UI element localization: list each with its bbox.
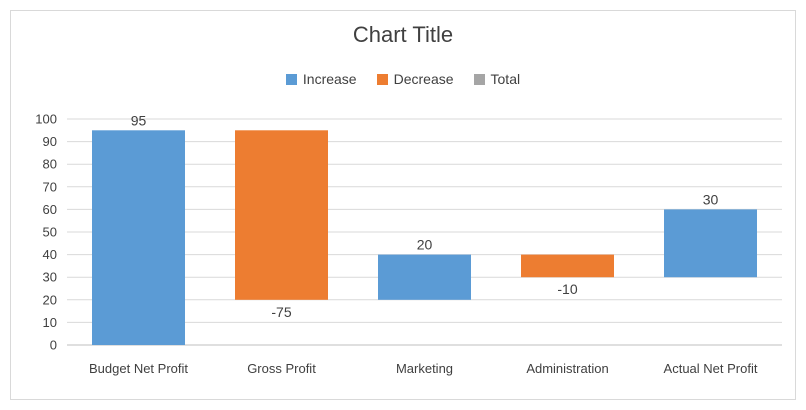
y-tick-label: 10	[43, 315, 57, 330]
data-label: -10	[557, 281, 577, 297]
y-tick-label: 0	[50, 338, 57, 353]
legend-swatch-total	[473, 73, 485, 85]
x-tick-label: Actual Net Profit	[664, 361, 758, 376]
x-tick-label: Marketing	[396, 361, 453, 376]
bar-increase	[664, 209, 757, 278]
legend-swatch-increase	[285, 73, 297, 85]
legend-swatch-decrease	[376, 73, 388, 85]
data-label: 20	[417, 237, 433, 253]
x-tick-label: Gross Profit	[247, 361, 316, 376]
bar-decrease	[521, 254, 614, 278]
legend: Increase Decrease Total	[0, 71, 806, 87]
data-label: -75	[271, 304, 291, 320]
bar-increase	[378, 254, 471, 300]
x-tick-label: Budget Net Profit	[89, 361, 188, 376]
legend-label-decrease: Decrease	[393, 71, 454, 87]
legend-item-increase: Increase	[285, 71, 357, 87]
y-tick-label: 60	[43, 202, 57, 217]
legend-item-decrease: Decrease	[376, 71, 454, 87]
legend-label-total: Total	[490, 71, 521, 87]
chart-title: Chart Title	[352, 22, 454, 47]
data-label: 95	[131, 112, 147, 128]
data-label: 30	[703, 191, 719, 207]
y-tick-label: 50	[43, 225, 57, 240]
y-tick-label: 20	[43, 292, 57, 307]
bar-increase	[92, 130, 185, 345]
y-tick-label: 100	[35, 112, 57, 127]
legend-label-increase: Increase	[302, 71, 357, 87]
legend-item-total: Total	[473, 71, 521, 87]
y-tick-label: 90	[43, 134, 57, 149]
y-tick-label: 40	[43, 247, 57, 262]
x-tick-label: Administration	[526, 361, 608, 376]
y-tick-label: 80	[43, 157, 57, 172]
bar-decrease	[235, 130, 328, 300]
y-tick-label: 70	[43, 179, 57, 194]
y-tick-label: 30	[43, 270, 57, 285]
